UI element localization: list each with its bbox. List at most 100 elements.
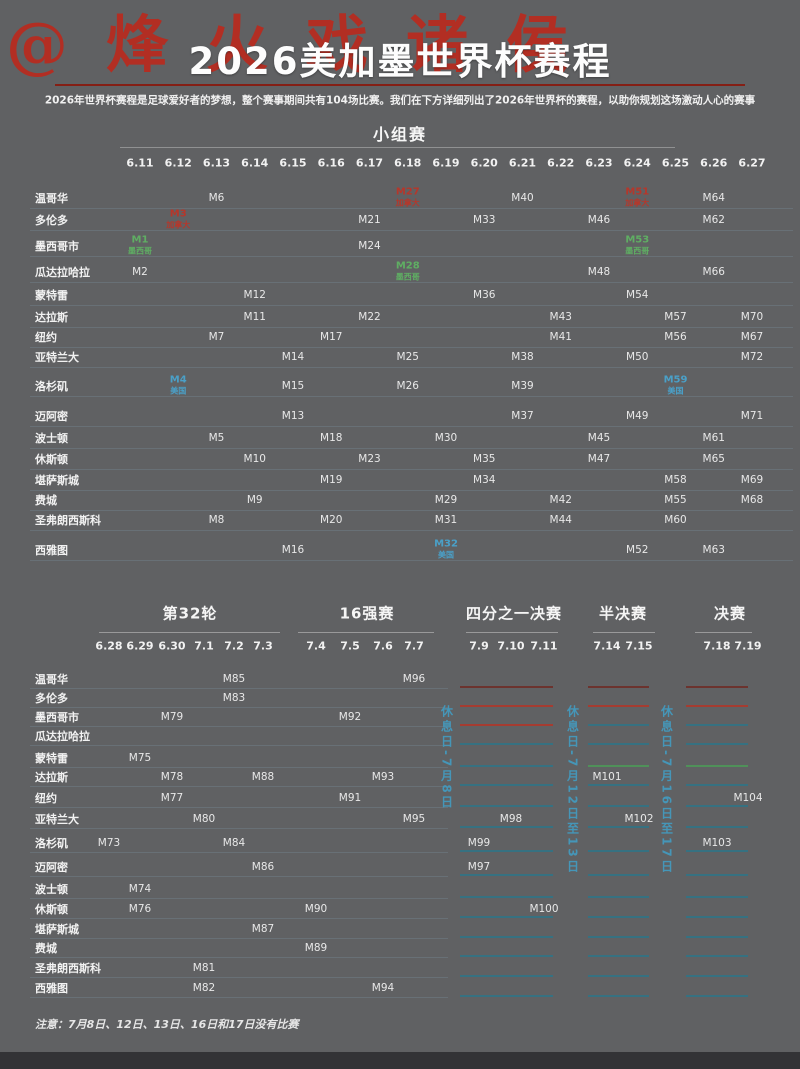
match-m61: M61 <box>702 432 725 444</box>
row-separator <box>30 807 448 808</box>
stage-row-line <box>460 916 553 918</box>
row-separator <box>30 767 448 768</box>
stage-row-line <box>588 805 649 807</box>
row-separator <box>30 957 448 958</box>
match-m36: M36 <box>473 289 496 301</box>
stage-row-line <box>686 874 748 876</box>
stage-row-line <box>686 765 748 767</box>
stage-row-line <box>588 955 649 957</box>
stage-row-line <box>686 784 748 786</box>
match-m100: M100 <box>529 903 559 915</box>
match-m75: M75 <box>128 752 152 764</box>
stage-row-line <box>686 896 748 898</box>
knockout-date-label: 7.7 <box>404 639 424 653</box>
stage-row-line <box>588 826 649 828</box>
match-m35: M35 <box>473 453 496 465</box>
match-m69: M69 <box>740 474 764 486</box>
group-city-label: 蒙特雷 <box>35 289 68 302</box>
page-title: 2026美加墨世界杯赛程 <box>188 40 612 83</box>
round-title: 16强赛 <box>339 604 395 623</box>
knockout-city-label: 费城 <box>35 942 57 955</box>
group-date-label: 6.22 <box>547 156 575 170</box>
knockout-city-label: 多伦多 <box>35 692 68 705</box>
knockout-date-label: 7.9 <box>469 639 489 653</box>
group-stage-heading: 小组赛 <box>372 125 428 144</box>
stage-row-line <box>588 995 649 997</box>
match-number: M3 <box>169 208 187 220</box>
match-m60: M60 <box>664 514 687 526</box>
knockout-date-label: 7.3 <box>253 639 273 653</box>
row-separator <box>30 828 448 829</box>
match-m72: M72 <box>740 351 764 363</box>
group-date-label: 6.18 <box>394 156 422 170</box>
knockout-date-label: 6.28 <box>95 639 123 653</box>
row-separator <box>30 510 793 511</box>
match-m80: M80 <box>192 813 216 825</box>
footnote-text: 注意：7月8日、12日、13日、16日和17日没有比赛 <box>35 1018 299 1031</box>
match-m54: M54 <box>626 289 649 301</box>
match-m22: M22 <box>358 311 381 323</box>
match-m17: M17 <box>320 331 343 343</box>
host-country-label: 美国 <box>667 386 684 396</box>
stage-row-line <box>588 896 649 898</box>
stage-row-line <box>588 765 649 767</box>
match-m85: M85 <box>222 673 246 685</box>
match-number: M1 <box>131 234 149 246</box>
knockout-city-label: 蒙特雷 <box>35 752 68 765</box>
match-m25: M25 <box>396 351 419 363</box>
match-m52: M52 <box>626 544 649 556</box>
match-m8: M8 <box>208 514 225 526</box>
stage-row-line <box>686 850 748 852</box>
match-m103: M103 <box>702 837 732 849</box>
knockout-city-label: 迈阿密 <box>35 861 68 874</box>
match-m42: M42 <box>549 494 572 506</box>
stage-row-line <box>588 936 649 938</box>
row-separator <box>30 448 793 449</box>
bottom-dark-band <box>0 1052 800 1069</box>
round-title: 第32轮 <box>162 604 218 623</box>
row-separator <box>30 230 793 231</box>
match-m68: M68 <box>740 494 764 506</box>
match-m4: M4 美国 <box>170 375 187 397</box>
stage-row-line <box>686 724 748 726</box>
host-country-label: 美国 <box>438 550 454 560</box>
stage-row-line <box>588 975 649 977</box>
match-m9: M9 <box>246 494 263 506</box>
row-separator <box>30 688 448 689</box>
row-separator <box>30 208 793 209</box>
match-m15: M15 <box>281 380 305 392</box>
stage-row-line <box>460 826 553 828</box>
host-country-label: 加拿大 <box>625 198 650 208</box>
knockout-city-label: 亚特兰大 <box>35 813 79 826</box>
stage-row-line <box>686 826 748 828</box>
group-city-label: 休斯顿 <box>35 453 68 466</box>
match-m26: M26 <box>396 380 419 392</box>
match-m59: M59 美国 <box>664 375 688 397</box>
match-m77: M77 <box>160 792 184 804</box>
knockout-date-label: 7.18 <box>703 639 731 653</box>
match-m44: M44 <box>549 514 572 526</box>
match-m102: M102 <box>624 813 654 825</box>
match-m62: M62 <box>702 214 725 226</box>
match-m53: M53 墨西哥 <box>625 235 650 257</box>
rest-day-label: 休息日-7月12日至13日 <box>565 705 580 875</box>
group-city-label: 温哥华 <box>35 192 68 205</box>
match-m87: M87 <box>251 923 275 935</box>
stage-row-line <box>460 874 553 876</box>
row-separator <box>30 367 793 368</box>
match-m5: M5 <box>208 432 225 444</box>
knockout-date-label: 6.30 <box>158 639 186 653</box>
match-m84: M84 <box>222 837 246 849</box>
match-m58: M58 <box>664 474 687 486</box>
match-m47: M47 <box>587 453 611 465</box>
host-country-label: 墨西哥 <box>395 272 420 282</box>
stage-row-line <box>460 936 553 938</box>
stage-row-line <box>460 765 553 767</box>
match-m45: M45 <box>587 432 611 444</box>
match-m79: M79 <box>160 711 184 723</box>
knockout-city-label: 温哥华 <box>35 673 68 686</box>
match-m40: M40 <box>511 192 534 204</box>
host-country-label: 墨西哥 <box>625 246 650 256</box>
match-m71: M71 <box>740 410 764 422</box>
match-m24: M24 <box>358 240 381 252</box>
